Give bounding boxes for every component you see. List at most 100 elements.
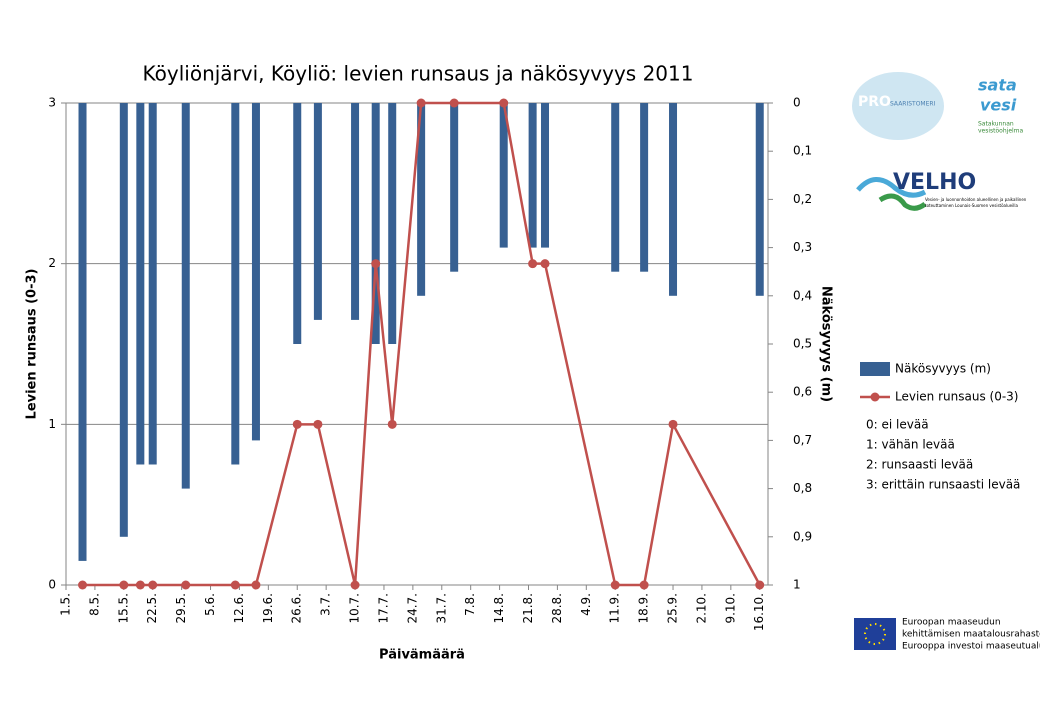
x-tick-label: 8.5. xyxy=(87,593,101,616)
y-tick-label: 0 xyxy=(48,578,56,592)
x-tick-label: 24.7. xyxy=(405,593,419,624)
x-tick-label: 21.8. xyxy=(521,593,535,624)
logo-text: Eurooppa investoi maaseutualueisiin xyxy=(902,642,1040,652)
y2-tick-label: 0,4 xyxy=(793,288,812,302)
marker xyxy=(119,580,129,590)
x-tick-label: 5.6. xyxy=(203,593,217,616)
marker xyxy=(449,98,459,108)
legend-note: 3: erittäin runsaasti levää xyxy=(866,478,1020,492)
y-tick-label: 1 xyxy=(48,417,56,431)
y2-tick-label: 1 xyxy=(793,578,801,592)
logo-text: SAARISTOMERI xyxy=(890,101,936,108)
y2-axis-title: Näkösyvyys (m) xyxy=(819,286,834,402)
bar xyxy=(611,103,620,272)
legend-swatch xyxy=(870,392,880,402)
y-tick-label: 3 xyxy=(48,96,56,110)
x-tick-label: 3.7. xyxy=(319,593,333,616)
marker xyxy=(416,98,426,108)
marker xyxy=(610,580,620,590)
logo-text: Vesien- ja luonnonhoidon alueellinen ja … xyxy=(925,197,1027,202)
x-tick-label: 12.6. xyxy=(232,593,246,624)
bar xyxy=(136,103,145,465)
x-axis-title: Päivämäärä xyxy=(379,648,465,663)
logo-text: PRO xyxy=(858,94,891,110)
logo-text: toteuttaminen Lounais-Suomen vesistöalue… xyxy=(925,203,1018,208)
x-tick-label: 19.6. xyxy=(261,593,275,624)
y-axis-title: Levien runsaus (0-3) xyxy=(25,269,40,420)
x-tick-label: 26.6. xyxy=(290,593,304,624)
logo-shape xyxy=(878,193,927,211)
x-tick-label: 14.8. xyxy=(492,593,506,624)
bar xyxy=(119,103,128,537)
x-tick-label: 2.10. xyxy=(694,593,708,624)
eu-flag xyxy=(854,618,896,650)
y2-tick-label: 0,9 xyxy=(793,529,812,543)
logo-text: Satakunnan xyxy=(978,121,1014,128)
bar xyxy=(231,103,240,465)
bar xyxy=(417,103,426,296)
legend-note: 2: runsaasti levää xyxy=(866,458,973,472)
marker xyxy=(230,580,240,590)
bar xyxy=(351,103,360,320)
y2-tick-label: 0,5 xyxy=(793,337,812,351)
legend-label: Levien runsaus (0-3) xyxy=(895,390,1018,404)
bar xyxy=(181,103,190,489)
bar xyxy=(450,103,459,272)
logo-shape xyxy=(852,72,944,140)
x-tick-label: 18.9. xyxy=(637,593,651,624)
bar xyxy=(293,103,302,344)
bar xyxy=(541,103,550,248)
bar xyxy=(78,103,87,561)
marker xyxy=(528,259,538,269)
y2-tick-label: 0,3 xyxy=(793,240,812,254)
y2-tick-label: 0,1 xyxy=(793,144,812,158)
bar xyxy=(499,103,508,248)
logo-text: vesi xyxy=(980,96,1017,115)
bar xyxy=(371,103,380,344)
y2-tick-label: 0 xyxy=(793,96,801,110)
x-tick-label: 28.8. xyxy=(550,593,564,624)
marker xyxy=(292,419,302,429)
logo-text: kehittämisen maatalousrahasto: xyxy=(902,630,1040,640)
marker xyxy=(78,580,88,590)
marker xyxy=(668,419,678,429)
x-tick-label: 1.5. xyxy=(59,593,73,616)
y2-tick-label: 0,6 xyxy=(793,385,812,399)
marker xyxy=(371,259,381,269)
x-tick-label: 15.5. xyxy=(116,593,130,624)
logo-text: VELHO xyxy=(893,170,976,195)
x-tick-label: 4.9. xyxy=(579,593,593,616)
legend-swatch xyxy=(860,362,890,376)
x-tick-label: 9.10. xyxy=(723,593,737,624)
x-tick-label: 10.7. xyxy=(348,593,362,624)
bar xyxy=(755,103,764,296)
marker xyxy=(387,419,397,429)
bar xyxy=(313,103,322,320)
bar xyxy=(148,103,157,465)
y2-tick-label: 0,7 xyxy=(793,433,812,447)
bar xyxy=(669,103,678,296)
marker xyxy=(181,580,191,590)
x-tick-label: 29.5. xyxy=(174,593,188,624)
marker xyxy=(755,580,765,590)
marker xyxy=(350,580,360,590)
bar xyxy=(640,103,649,272)
marker xyxy=(313,419,323,429)
marker xyxy=(540,259,550,269)
x-tick-label: 31.7. xyxy=(434,593,448,624)
logo-shape xyxy=(856,177,927,198)
marker xyxy=(639,580,649,590)
legend-note: 0: ei levää xyxy=(866,418,929,432)
x-tick-label: 16.10. xyxy=(752,593,766,631)
marker xyxy=(499,98,509,108)
y2-tick-label: 0,8 xyxy=(793,481,812,495)
x-tick-label: 7.8. xyxy=(463,593,477,616)
y-tick-label: 2 xyxy=(48,256,56,270)
y2-tick-label: 0,2 xyxy=(793,192,812,206)
logo-text: vesistöohjelma xyxy=(978,128,1024,135)
logo-text: Euroopan maaseudun xyxy=(902,618,1001,628)
bar xyxy=(251,103,260,441)
bar xyxy=(388,103,397,344)
